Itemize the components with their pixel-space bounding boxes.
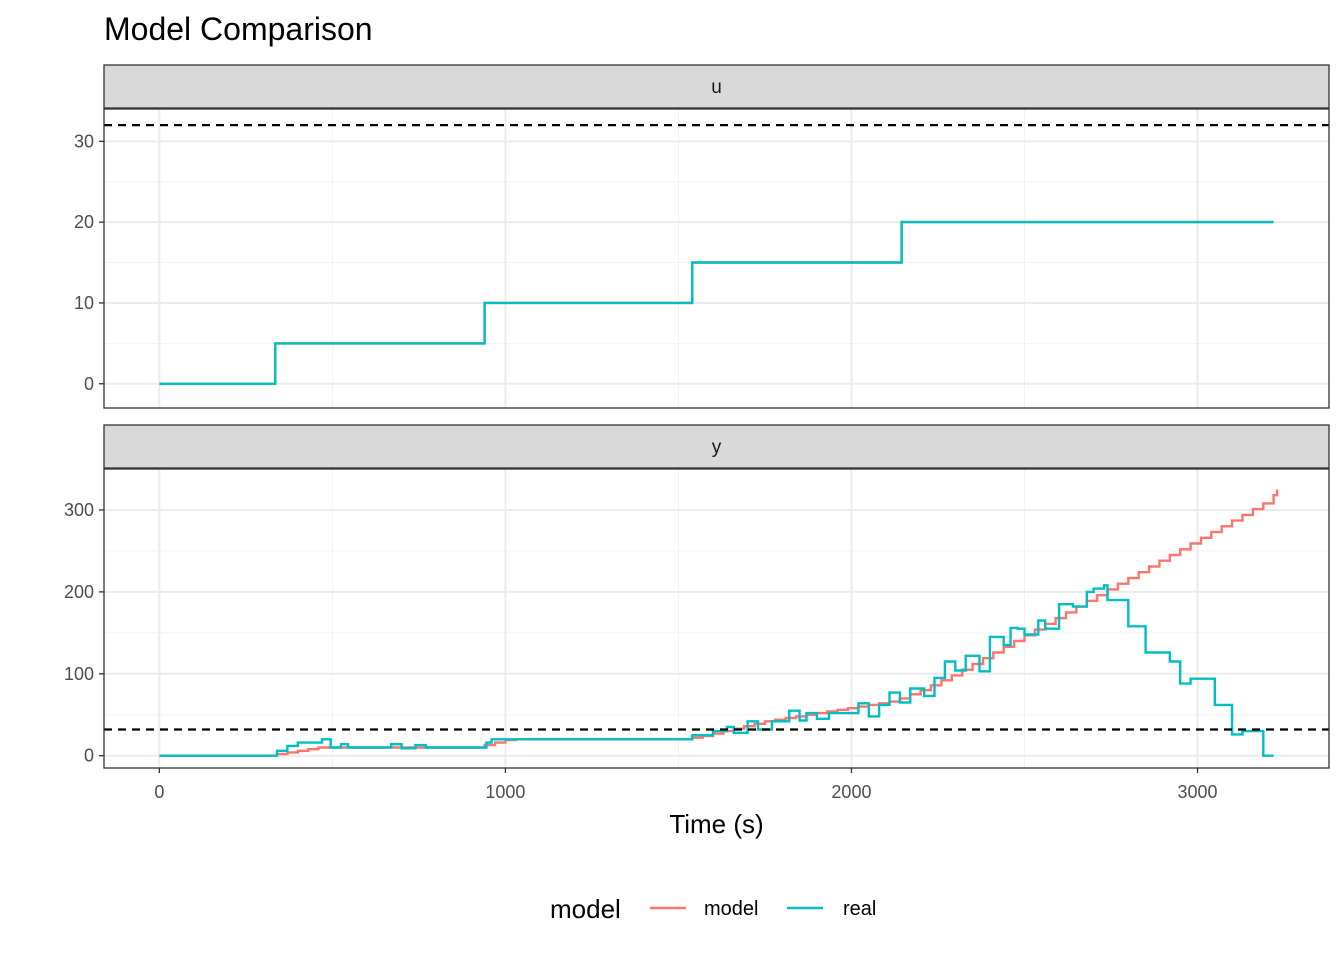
y-tick-label: 30 — [74, 131, 94, 151]
y-axis-y: 0 100 200 300 — [64, 500, 104, 766]
plot-border-y — [103, 468, 1330, 769]
series-group-u — [159, 220, 1274, 385]
x-axis-title: Time (s) — [669, 809, 763, 839]
facet-strip-y — [103, 424, 1330, 469]
facet-strip-label-y: y — [712, 437, 722, 458]
facet-panel-u: u 0 10 20 30 — [74, 64, 1330, 409]
series-group-y — [159, 489, 1279, 757]
x-tick-label: 3000 — [1177, 782, 1217, 802]
series-line-real-y — [159, 584, 1274, 757]
legend: model model real — [550, 894, 876, 924]
facet-panel-y: y 0 100 200 300 — [64, 424, 1330, 769]
x-tick-label: 1000 — [485, 782, 525, 802]
facet-strip-label-u: u — [711, 77, 722, 98]
series-line-model-y — [159, 489, 1279, 757]
y-tick-label: 100 — [64, 664, 94, 684]
y-tick-label: 10 — [74, 293, 94, 313]
x-tick-label: 0 — [154, 782, 164, 802]
x-axis: 0 1000 2000 3000 — [154, 768, 1218, 802]
y-tick-label: 20 — [74, 212, 94, 232]
series-line-real-u — [159, 220, 1274, 385]
chart-title: Model Comparison — [104, 11, 373, 47]
plot-border-u — [103, 108, 1330, 409]
legend-label-model: model — [704, 898, 758, 920]
y-tick-label: 0 — [84, 746, 94, 766]
legend-label-real: real — [843, 898, 876, 920]
gridlines-y — [104, 469, 1329, 768]
y-tick-label: 0 — [84, 374, 94, 394]
facet-strip-u — [103, 64, 1330, 109]
legend-title: model — [550, 894, 621, 924]
y-axis-u: 0 10 20 30 — [74, 131, 104, 394]
y-tick-label: 200 — [64, 582, 94, 602]
x-tick-label: 2000 — [831, 782, 871, 802]
y-tick-label: 300 — [64, 500, 94, 520]
gridlines-u — [104, 109, 1329, 408]
